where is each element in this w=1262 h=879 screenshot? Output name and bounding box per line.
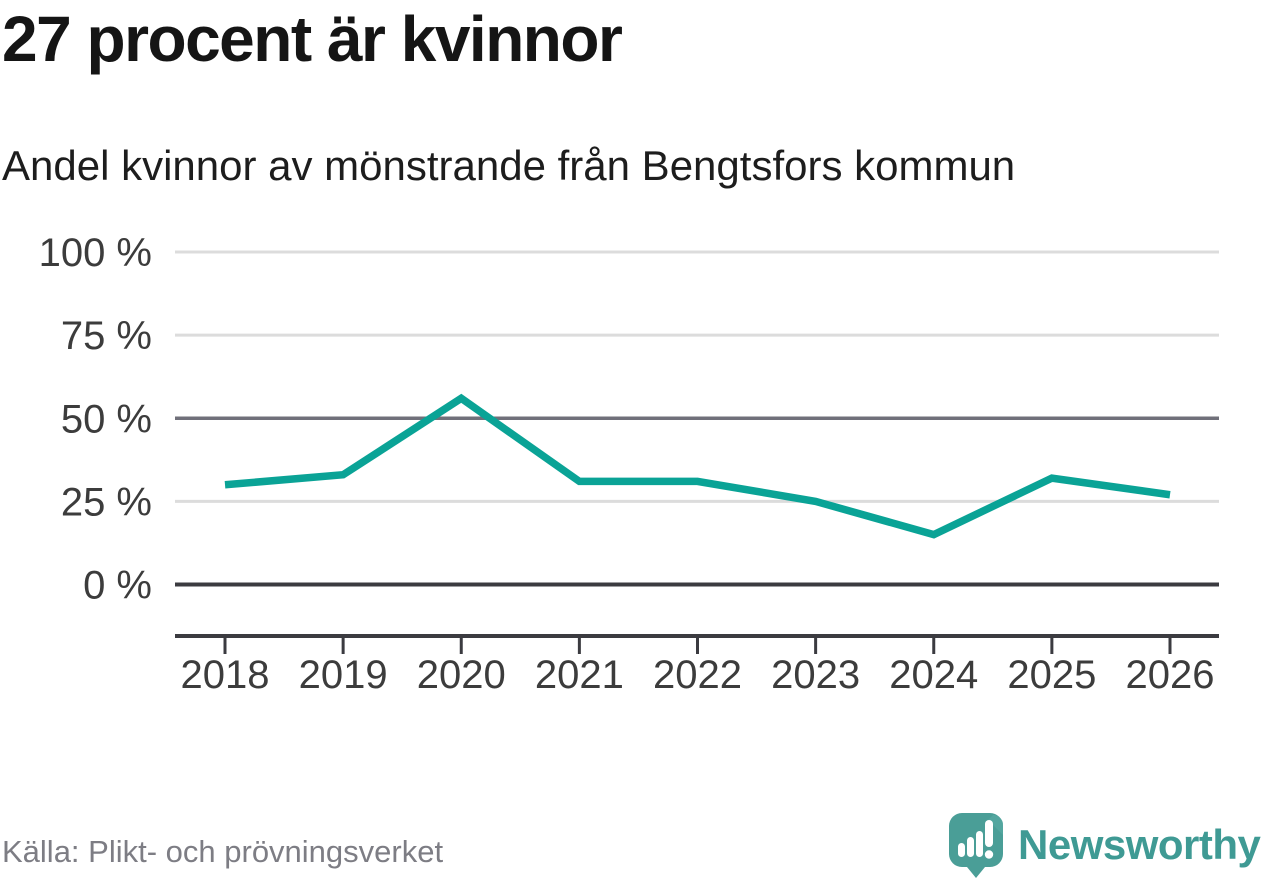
y-tick-label-100: 100 % [39, 231, 152, 275]
x-tick-label-2024: 2024 [889, 653, 978, 697]
logo-fold [988, 814, 1003, 835]
logo-bar-3 [976, 831, 983, 857]
logo-bar-2 [967, 837, 974, 857]
x-tick-label-2023: 2023 [771, 653, 860, 697]
y-tick-label-75: 75 % [61, 314, 152, 358]
logo-bar-1 [958, 843, 965, 857]
data-series-line [224, 393, 1171, 539]
x-tick-label-2026: 2026 [1126, 653, 1215, 697]
y-tick-label-0: 0 % [83, 564, 152, 608]
newsworthy-logo-icon [949, 813, 1003, 878]
y-tick-label-25: 25 % [61, 480, 152, 524]
logo-exclamation-dot [984, 850, 994, 859]
x-tick-label-2019: 2019 [299, 653, 388, 697]
brand-logo: Newsworthy [948, 812, 1261, 878]
brand-name: Newsworthy [1018, 821, 1261, 868]
chart-subtitle: Andel kvinnor av mönstrande från Bengtsf… [2, 142, 1016, 189]
page-title: 27 procent är kvinnor [2, 3, 623, 75]
x-tick-label-2021: 2021 [535, 653, 624, 697]
logo-exclamation-bar [985, 820, 993, 847]
x-tick-label-2025: 2025 [1007, 653, 1096, 697]
source-note: Källa: Plikt- och prövningsverket [2, 834, 444, 869]
x-tick-label-2020: 2020 [417, 653, 506, 697]
x-tick-label-2022: 2022 [653, 653, 742, 697]
x-tick-label-2018: 2018 [181, 653, 270, 697]
y-tick-label-50: 50 % [61, 397, 152, 441]
